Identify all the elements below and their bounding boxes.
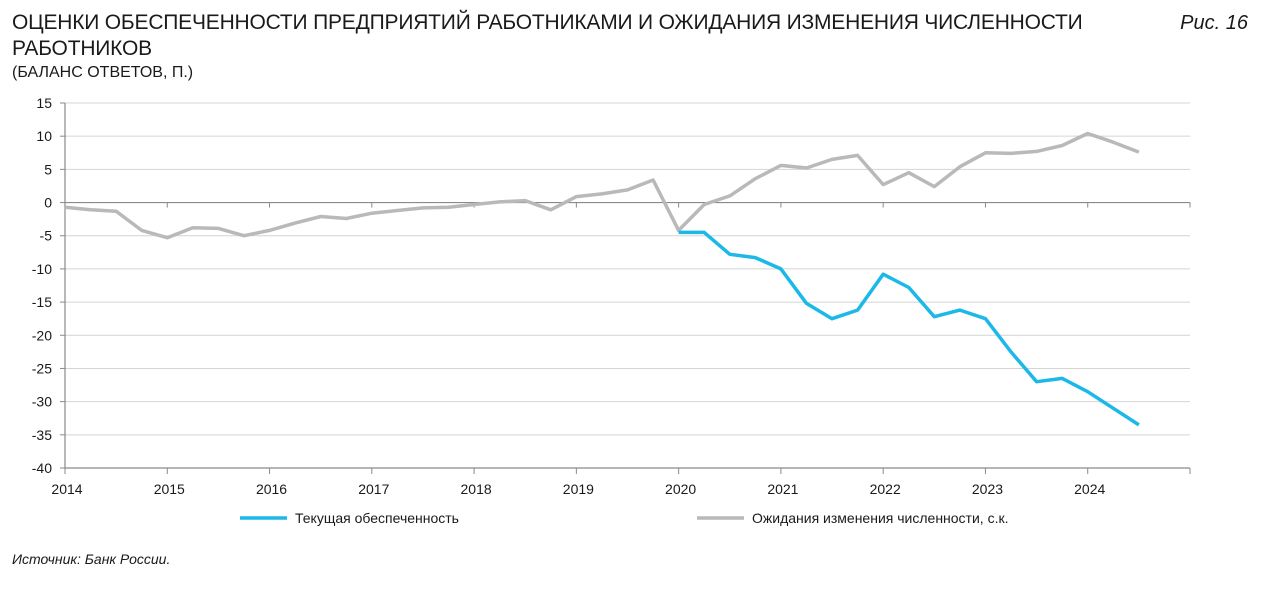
x-tick-label: 2019: [563, 481, 594, 497]
x-tick-label: 2017: [358, 481, 389, 497]
y-tick-label: -5: [40, 228, 53, 244]
series-line-current-staffing: [678, 230, 1140, 427]
x-tick-label: 2022: [870, 481, 901, 497]
legend-label: Ожидания изменения численности, с.к.: [752, 510, 1008, 526]
x-tick-label: 2023: [972, 481, 1003, 497]
y-tick-label: -40: [32, 460, 52, 476]
x-tick-label: 2014: [51, 481, 82, 497]
x-tick-label: 2016: [256, 481, 287, 497]
y-tick-label: 5: [44, 161, 52, 177]
x-tick-label: 2015: [154, 481, 185, 497]
y-tick-label: -15: [32, 294, 52, 310]
y-tick-label: 0: [44, 195, 52, 211]
y-tick-label: -10: [32, 261, 52, 277]
x-tick-label: 2021: [767, 481, 798, 497]
y-tick-label: 15: [36, 95, 52, 111]
source-note: Источник: Банк России.: [12, 551, 171, 567]
figure-label: Рис. 16: [1180, 12, 1248, 34]
chart-title: ОЦЕНКИ ОБЕСПЕЧЕННОСТИ ПРЕДПРИЯТИЙ РАБОТН…: [12, 11, 1083, 60]
legend-label: Текущая обеспеченность: [295, 510, 459, 526]
y-tick-label: -20: [32, 327, 52, 343]
x-tick-label: 2020: [665, 481, 696, 497]
x-tick-label: 2018: [461, 481, 492, 497]
y-tick-label: 10: [36, 128, 52, 144]
x-tick-label: 2024: [1074, 481, 1105, 497]
y-tick-label: -30: [32, 394, 52, 410]
series-line-headcount-expectations: [64, 131, 1140, 240]
chart-subtitle: (БАЛАНС ОТВЕТОВ, П.): [12, 64, 194, 81]
y-tick-label: -25: [32, 360, 52, 376]
y-tick-label: -35: [32, 427, 52, 443]
